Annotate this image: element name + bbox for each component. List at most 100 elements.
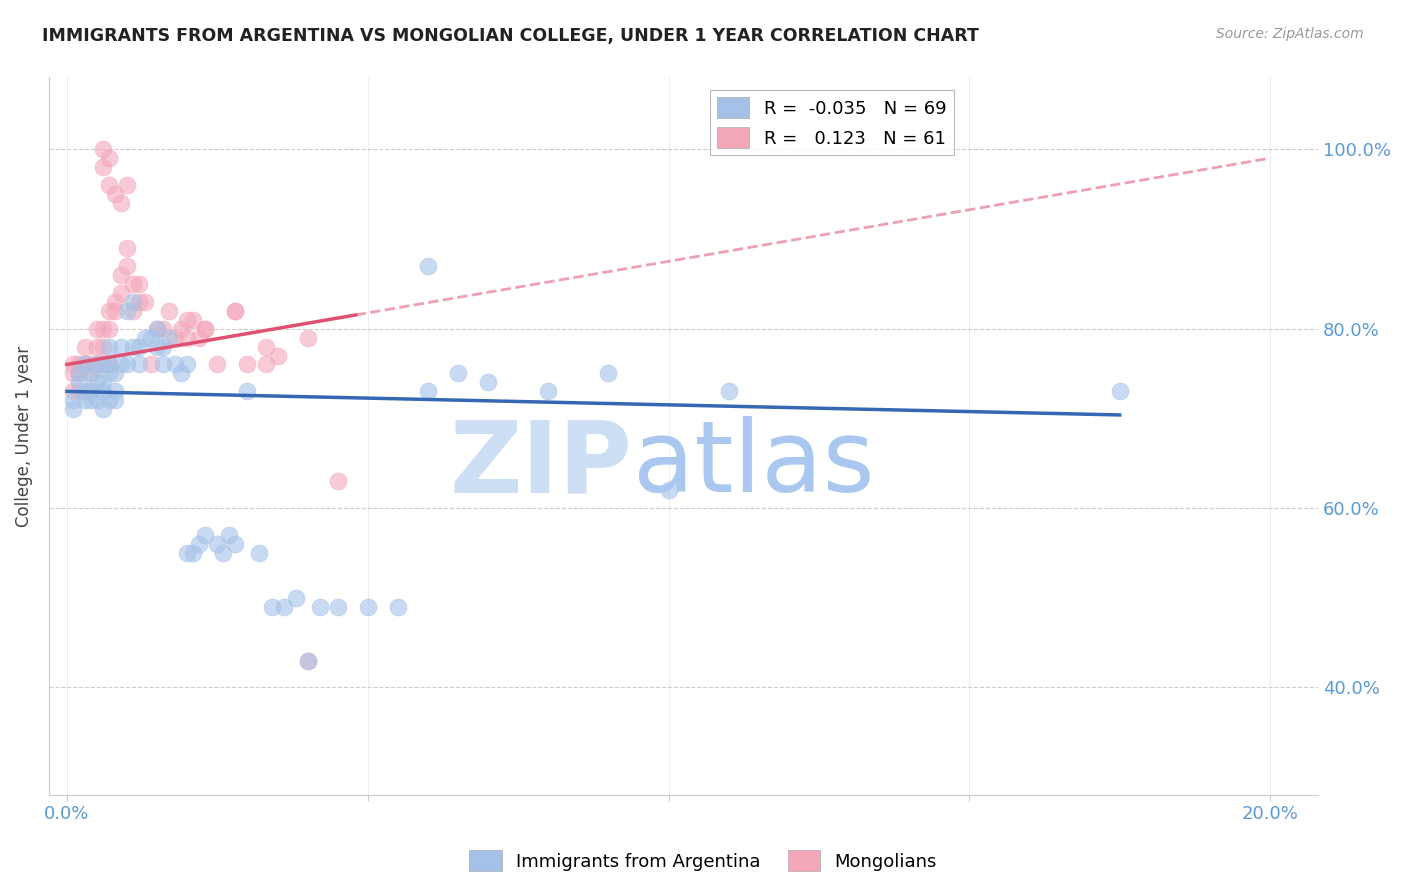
Point <box>128 277 150 291</box>
Point <box>357 599 380 614</box>
Point <box>297 653 319 667</box>
Point <box>326 474 349 488</box>
Point <box>86 358 108 372</box>
Point <box>110 268 132 282</box>
Point <box>146 340 169 354</box>
Point <box>207 537 229 551</box>
Point <box>98 321 121 335</box>
Point <box>86 340 108 354</box>
Point <box>67 367 90 381</box>
Point <box>416 384 439 399</box>
Point <box>86 358 108 372</box>
Point <box>194 528 217 542</box>
Point <box>183 312 205 326</box>
Point <box>134 294 156 309</box>
Point <box>717 384 740 399</box>
Point <box>98 358 121 372</box>
Point <box>110 196 132 211</box>
Point <box>98 303 121 318</box>
Point <box>67 376 90 390</box>
Point <box>62 384 84 399</box>
Point <box>260 599 283 614</box>
Point <box>86 393 108 408</box>
Point <box>73 384 96 399</box>
Point <box>98 367 121 381</box>
Point <box>115 259 138 273</box>
Point <box>104 294 127 309</box>
Point <box>224 537 246 551</box>
Point <box>212 546 235 560</box>
Point <box>104 367 127 381</box>
Point <box>236 384 259 399</box>
Point <box>110 285 132 300</box>
Point <box>98 151 121 165</box>
Point <box>98 178 121 192</box>
Point <box>176 358 198 372</box>
Point <box>447 367 470 381</box>
Legend: Immigrants from Argentina, Mongolians: Immigrants from Argentina, Mongolians <box>461 843 945 879</box>
Point <box>152 358 174 372</box>
Point <box>657 483 679 497</box>
Point <box>236 358 259 372</box>
Point <box>176 312 198 326</box>
Point <box>91 142 114 156</box>
Point <box>98 340 121 354</box>
Point <box>387 599 409 614</box>
Point <box>157 330 180 344</box>
Point <box>91 340 114 354</box>
Point <box>80 393 103 408</box>
Point <box>62 393 84 408</box>
Point <box>254 340 277 354</box>
Point <box>73 340 96 354</box>
Point <box>115 358 138 372</box>
Point <box>134 330 156 344</box>
Point <box>165 358 187 372</box>
Point <box>176 330 198 344</box>
Point <box>273 599 295 614</box>
Point <box>146 321 169 335</box>
Point <box>141 330 163 344</box>
Point <box>249 546 271 560</box>
Point <box>170 321 193 335</box>
Point <box>91 358 114 372</box>
Point <box>110 340 132 354</box>
Point <box>297 330 319 344</box>
Point <box>98 393 121 408</box>
Text: ZIP: ZIP <box>450 417 633 514</box>
Legend: R =  -0.035   N = 69, R =   0.123   N = 61: R = -0.035 N = 69, R = 0.123 N = 61 <box>710 90 953 155</box>
Point <box>62 402 84 417</box>
Point <box>115 303 138 318</box>
Point <box>73 358 96 372</box>
Point <box>297 653 319 667</box>
Point <box>152 321 174 335</box>
Point <box>80 358 103 372</box>
Point <box>91 160 114 174</box>
Point <box>115 178 138 192</box>
Point <box>122 303 145 318</box>
Point <box>254 358 277 372</box>
Point <box>194 321 217 335</box>
Point <box>104 303 127 318</box>
Point <box>67 367 90 381</box>
Point <box>86 376 108 390</box>
Point <box>477 376 499 390</box>
Point <box>157 303 180 318</box>
Point <box>194 321 217 335</box>
Point <box>266 349 288 363</box>
Point <box>80 384 103 399</box>
Point <box>141 358 163 372</box>
Point <box>598 367 620 381</box>
Point <box>170 367 193 381</box>
Point <box>91 402 114 417</box>
Point <box>224 303 246 318</box>
Point <box>224 303 246 318</box>
Point <box>91 376 114 390</box>
Point <box>188 330 211 344</box>
Point <box>104 384 127 399</box>
Point <box>165 330 187 344</box>
Point <box>183 546 205 560</box>
Point <box>128 340 150 354</box>
Point <box>98 358 121 372</box>
Point <box>122 294 145 309</box>
Point <box>62 358 84 372</box>
